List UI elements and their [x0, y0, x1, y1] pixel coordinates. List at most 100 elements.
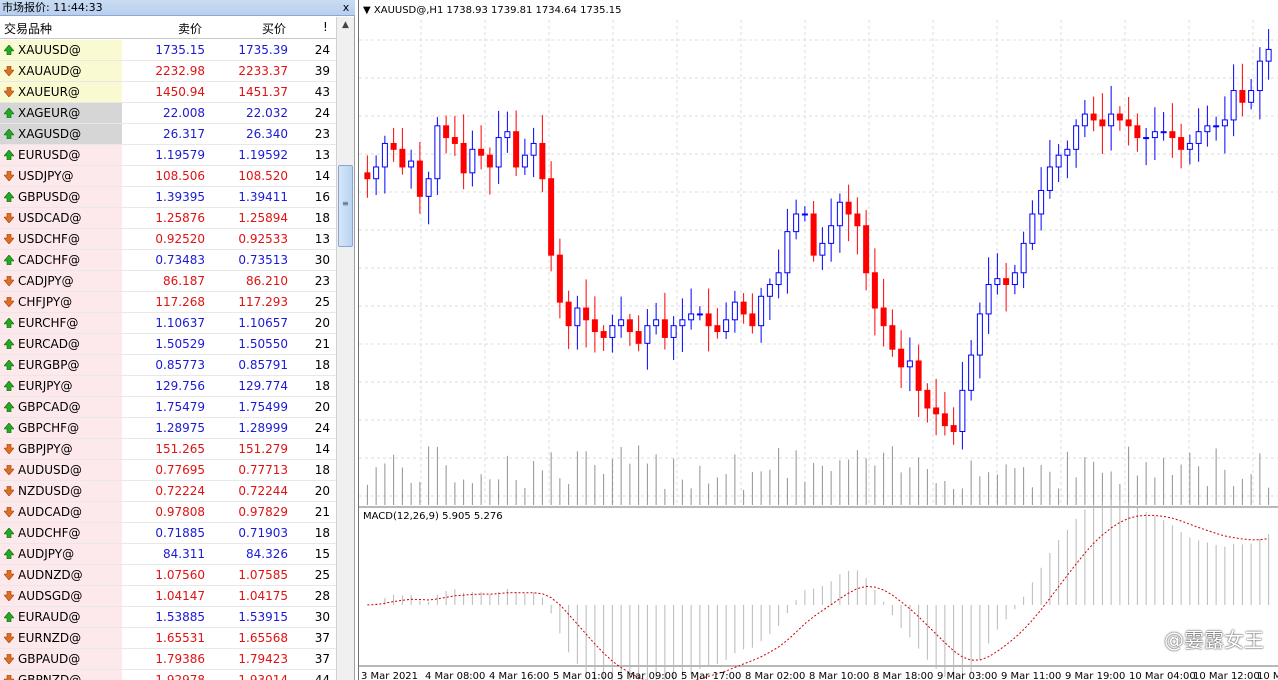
market-watch-row[interactable]: USDCAD@ 1.25876 1.25894 18	[0, 208, 336, 229]
ask-price: 0.85791	[238, 358, 288, 372]
bid-price: 151.265	[155, 442, 205, 456]
candle-body	[373, 166, 380, 180]
bid-price: 1.07560	[155, 568, 205, 582]
symbol-name: AUDCAD@	[18, 505, 83, 519]
x-axis-label: 10 Mar 12:00	[1193, 671, 1260, 680]
candle-body	[766, 284, 773, 297]
bid-price: 1.79386	[155, 652, 205, 666]
arrow-down-icon	[4, 654, 14, 664]
market-watch-row[interactable]: NZDUSD@ 0.72224 0.72244 20	[0, 481, 336, 502]
ask-price: 0.71903	[238, 526, 288, 540]
market-watch-row[interactable]: AUDCHF@ 0.71885 0.71903 18	[0, 523, 336, 544]
ask-price: 117.293	[238, 295, 288, 309]
close-icon[interactable]: x	[342, 1, 350, 14]
market-watch-row[interactable]: EURAUD@ 1.53885 1.53915 30	[0, 607, 336, 628]
market-watch-row[interactable]: CADJPY@ 86.187 86.210 23	[0, 271, 336, 292]
market-watch-row[interactable]: AUDCAD@ 0.97808 0.97829 21	[0, 502, 336, 523]
market-watch-row[interactable]: AUDJPY@ 84.311 84.326 15	[0, 544, 336, 565]
candle-body	[1125, 119, 1132, 127]
market-watch-row[interactable]: XAGUSD@ 26.317 26.340 23	[0, 124, 336, 145]
candle-body	[495, 137, 502, 168]
ask-price: 1.28999	[238, 421, 288, 435]
symbol-name: EURAUD@	[18, 610, 81, 624]
column-header-ask[interactable]: 买价	[262, 22, 287, 36]
column-header-spread[interactable]: !	[323, 20, 328, 34]
market-watch-row[interactable]: EURUSD@ 1.19579 1.19592 13	[0, 145, 336, 166]
market-watch-row[interactable]: XAUUSD@ 1735.15 1735.39 24	[0, 40, 336, 61]
candle-body	[1073, 125, 1080, 150]
symbol-name: CHFJPY@	[18, 295, 73, 309]
arrow-up-icon	[4, 423, 14, 433]
bid-price: 1.25876	[155, 211, 205, 225]
arrow-up-icon	[4, 612, 14, 622]
candle-body	[1230, 90, 1237, 121]
ask-price: 1.65568	[238, 631, 288, 645]
spread-value: 18	[314, 358, 330, 372]
market-watch-row[interactable]: EURGBP@ 0.85773 0.85791 18	[0, 355, 336, 376]
market-watch-row[interactable]: XAGEUR@ 22.008 22.032 24	[0, 103, 336, 124]
market-watch-row[interactable]: CHFJPY@ 117.268 117.293 25	[0, 292, 336, 313]
market-watch-row[interactable]: CADCHF@ 0.73483 0.73513 30	[0, 250, 336, 271]
arrow-up-icon	[4, 402, 14, 412]
chart-window[interactable]: 3 Mar 2021 4 Mar 08:00 4 Mar 16:00 5 Mar 01…	[358, 0, 1278, 680]
market-watch-row[interactable]: AUDNZD@ 1.07560 1.07585 25	[0, 565, 336, 586]
market-watch-rows: XAUUSD@ 1735.15 1735.39 24 XAUAUD@ 2232.98 223…	[0, 40, 336, 680]
symbol-name: AUDNZD@	[18, 568, 83, 582]
symbol-name: GBPCAD@	[18, 400, 81, 414]
column-header-symbol[interactable]: 交易品种	[4, 22, 53, 36]
candle-body	[723, 319, 730, 333]
market-watch-row[interactable]: GBPUSD@ 1.39395 1.39411 16	[0, 187, 336, 208]
candle-body	[1003, 278, 1010, 286]
candle-body	[434, 125, 441, 180]
candle-body	[1151, 131, 1158, 139]
market-watch-row[interactable]: EURCHF@ 1.10637 1.10657 20	[0, 313, 336, 334]
column-header-bid[interactable]: 卖价	[178, 22, 203, 36]
scrollbar-thumb[interactable]: ≡	[338, 165, 353, 247]
x-axis-label: 10 Ma	[1257, 671, 1278, 680]
bid-price: 84.311	[163, 547, 205, 561]
bid-price: 0.72224	[155, 484, 205, 498]
chart-canvas[interactable]: 3 Mar 2021 4 Mar 08:00 4 Mar 16:00 5 Mar 01…	[359, 0, 1278, 680]
arrow-down-icon	[4, 87, 14, 97]
symbol-name: EURCAD@	[18, 337, 80, 351]
arrow-down-icon	[4, 507, 14, 517]
bid-price: 1.10637	[155, 316, 205, 330]
scroll-up-icon[interactable]: ▲	[342, 20, 349, 30]
ask-price: 1.93014	[238, 673, 288, 680]
market-watch-row[interactable]: XAUAUD@ 2232.98 2233.37 39	[0, 61, 336, 82]
candle-body	[390, 142, 397, 150]
market-watch-row[interactable]: GBPNZD@ 1.92978 1.93014 44	[0, 670, 336, 680]
market-watch-row[interactable]: USDCHF@ 0.92520 0.92533 13	[0, 229, 336, 250]
vertical-scrollbar[interactable]: ▲ ≡	[336, 17, 354, 680]
market-watch-row[interactable]: EURNZD@ 1.65531 1.65568 37	[0, 628, 336, 649]
symbol-name: GBPCHF@	[18, 421, 80, 435]
market-watch-row[interactable]: GBPCAD@ 1.75479 1.75499 20	[0, 397, 336, 418]
ask-price: 151.279	[238, 442, 288, 456]
candle-body	[793, 213, 800, 233]
candle-body	[644, 325, 651, 344]
candle-body	[416, 160, 423, 197]
candle-body	[924, 389, 931, 409]
market-watch-row[interactable]: GBPAUD@ 1.79386 1.79423 37	[0, 649, 336, 670]
market-watch-row[interactable]: GBPJPY@ 151.265 151.279 14	[0, 439, 336, 460]
symbol-name: AUDJPY@	[18, 547, 75, 561]
market-watch-row[interactable]: EURCAD@ 1.50529 1.50550 21	[0, 334, 336, 355]
market-watch-row[interactable]: USDJPY@ 108.506 108.520 14	[0, 166, 336, 187]
market-watch-row[interactable]: AUDSGD@ 1.04147 1.04175 28	[0, 586, 336, 607]
arrow-down-icon	[4, 297, 14, 307]
bid-price: 86.187	[163, 274, 205, 288]
bid-price: 26.317	[163, 127, 205, 141]
candle-body	[521, 154, 528, 168]
chart-dropdown-icon[interactable]: ▼	[363, 5, 374, 16]
market-watch-row[interactable]: AUDUSD@ 0.77695 0.77713 18	[0, 460, 336, 481]
spread-value: 20	[314, 484, 330, 498]
x-axis-label: 5 Mar 01:00	[553, 671, 613, 680]
ask-price: 1.53915	[238, 610, 288, 624]
market-watch-row[interactable]: XAUEUR@ 1450.94 1451.37 43	[0, 82, 336, 103]
bid-price: 1.19579	[155, 148, 205, 162]
market-watch-row[interactable]: EURJPY@ 129.756 129.774 18	[0, 376, 336, 397]
market-watch-row[interactable]: GBPCHF@ 1.28975 1.28999 24	[0, 418, 336, 439]
candle-body	[583, 307, 590, 321]
symbol-name: XAGUSD@	[18, 127, 82, 141]
